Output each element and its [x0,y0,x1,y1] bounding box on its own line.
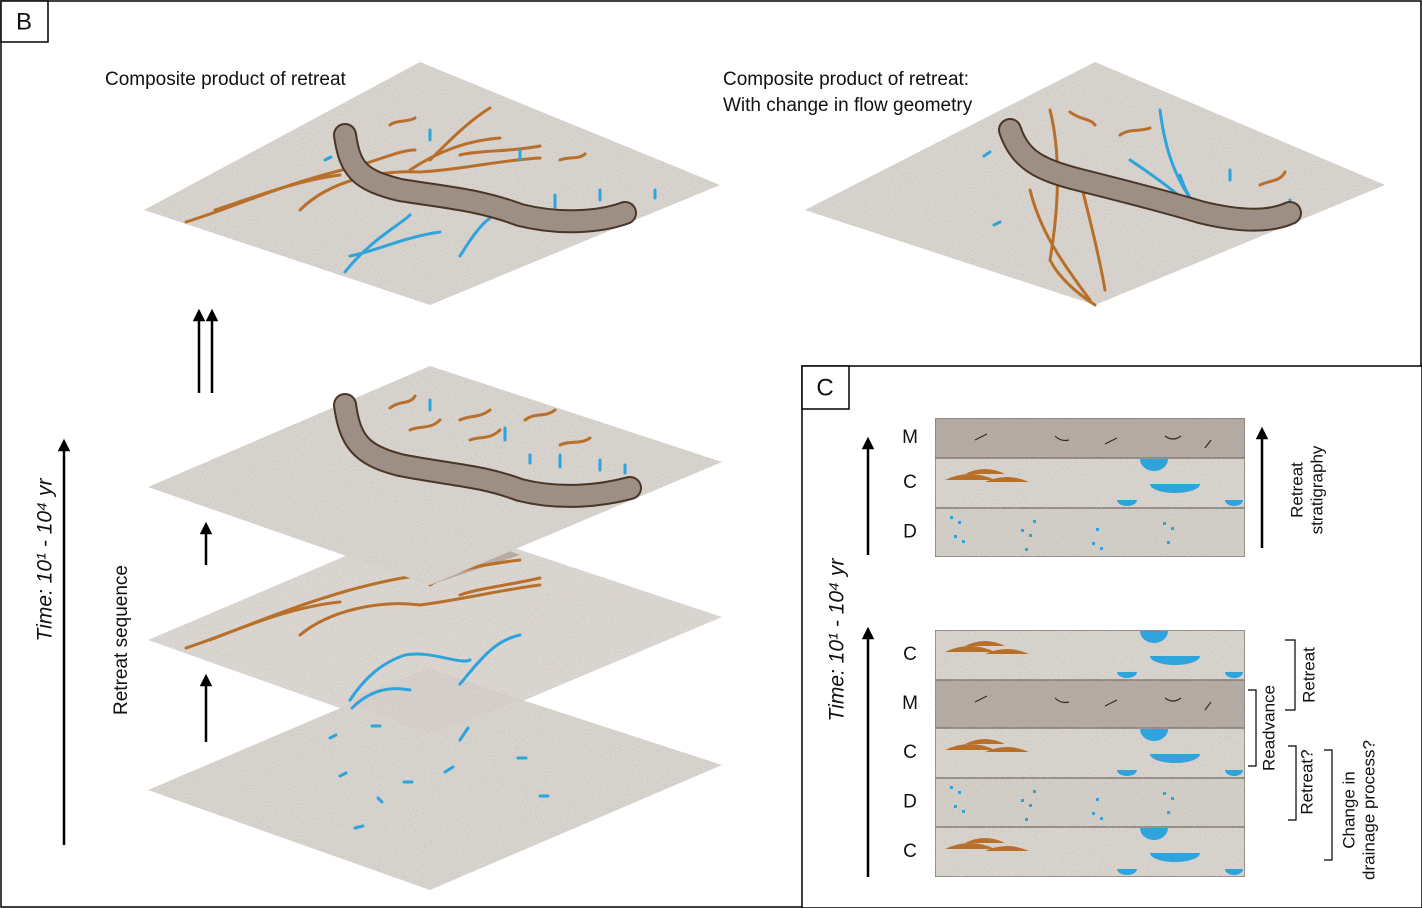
sand-lens [1171,797,1174,800]
sand-lens [1167,811,1170,814]
label: C [816,374,833,401]
sand-lens [1021,529,1024,532]
sand-lens [962,810,965,813]
layer [935,418,1245,458]
sand-lens [1029,804,1032,807]
layer-label: C [903,742,917,763]
sand-lens [1092,812,1095,815]
sand-lens [1163,522,1166,525]
layer-label: C [903,472,917,493]
title: Composite product of retreat [105,69,347,90]
sand-lens [1096,798,1099,801]
label: B [16,8,32,35]
title: With change in flow geometry [723,95,973,116]
layer [935,458,1245,508]
sand-lens [958,791,961,794]
sand-lens [958,521,961,524]
sand-lens [1163,792,1166,795]
layer [935,728,1245,778]
sand-lens [1100,817,1103,820]
sand-lens [950,786,953,789]
annotation: drainage process? [1359,740,1378,880]
sand-lens [1096,528,1099,531]
shape: C M C D C [902,630,1245,877]
sand-lens [1033,790,1036,793]
sand-lens [954,805,957,808]
annotation: stratigraphy [1307,445,1326,534]
layer [935,680,1245,728]
annotation: Retreat? [1297,749,1316,814]
layer-label: D [903,522,917,543]
time-label: Time: 10¹ - 10⁴ yr [826,558,849,722]
sand-lens [1033,520,1036,523]
sand-lens [1025,818,1028,821]
sand-lens [1171,527,1174,530]
layer [935,508,1245,557]
sand-lens [962,540,965,543]
annotation: Change in [1339,771,1358,849]
sand-lens [1167,541,1170,544]
annotation: Retreat [1299,647,1318,703]
annotation: Retreat [1287,462,1306,518]
sand-lens [1021,799,1024,802]
shape: M C D [902,418,1245,557]
sequence-label: Retreat sequence [111,565,132,715]
sand-lens [954,535,957,538]
sand-lens [1100,547,1103,550]
layer [935,778,1245,827]
layer [935,827,1245,877]
layer-label: M [902,427,918,448]
title: Composite product of retreat: [723,69,969,90]
layer-label: C [903,644,917,665]
layer-label: M [902,693,918,714]
layer-label: C [903,841,917,862]
layer-label: D [903,792,917,813]
time-label: Time: 10¹ - 10⁴ yr [34,478,57,642]
figure: B Composite product of retreat Composite… [0,0,1422,908]
sand-lens [1025,548,1028,551]
sand-lens [1029,534,1032,537]
sand-lens [950,516,953,519]
layer [935,630,1245,680]
sand-lens [1092,542,1095,545]
annotation: Readvance [1259,685,1278,771]
